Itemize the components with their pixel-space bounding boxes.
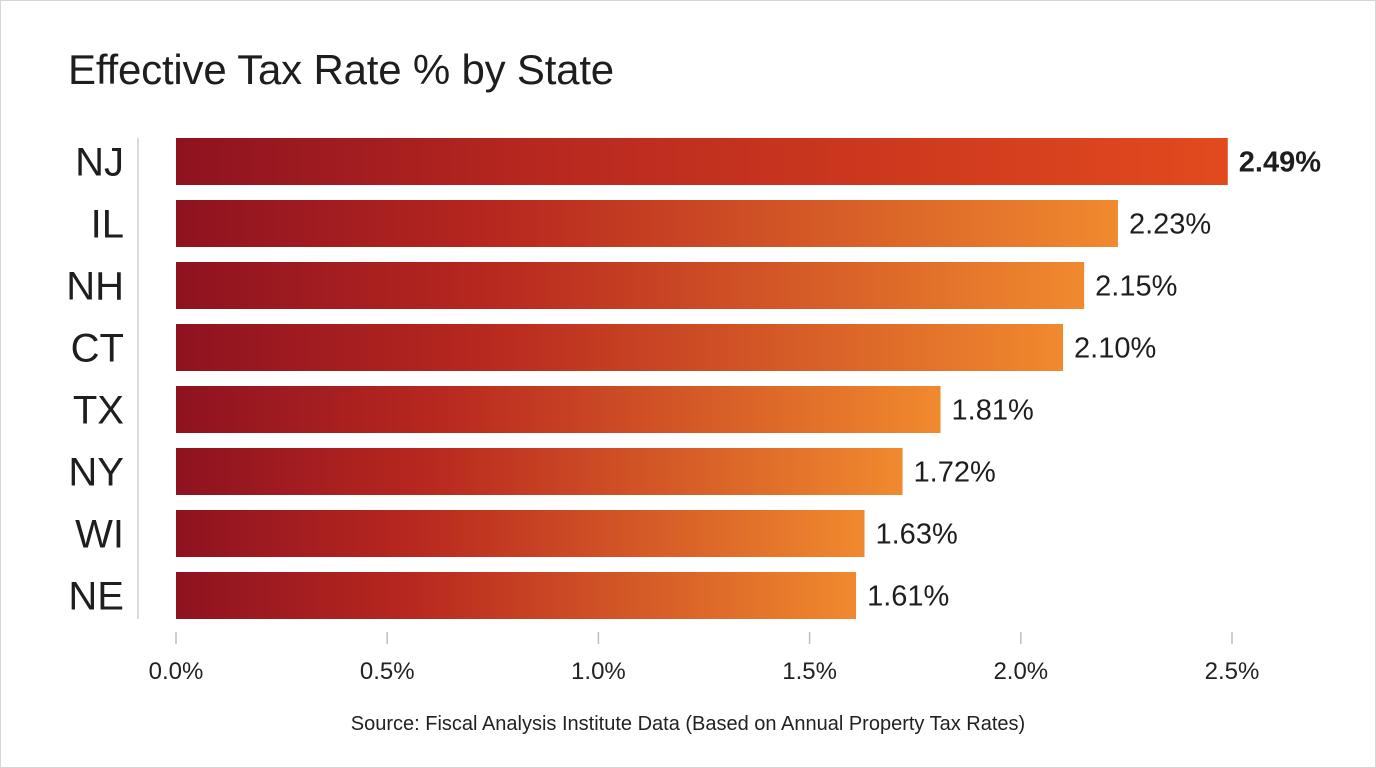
x-tick-label: 0.5% <box>360 658 415 685</box>
data-label: 2.49% <box>1239 147 1321 179</box>
bar-ct <box>176 324 1064 371</box>
x-tick-label: 1.5% <box>782 658 837 685</box>
bar-nj <box>176 138 1228 185</box>
bar-nh <box>176 262 1085 309</box>
category-label: NE <box>68 575 124 619</box>
x-tick-label: 2.5% <box>1205 658 1260 685</box>
x-tick-label: 2.0% <box>993 658 1048 685</box>
category-label: NJ <box>75 141 124 185</box>
data-label: 1.81% <box>952 395 1034 427</box>
x-axis: 0.0% 0.5% 1.0% 1.5% 2.0% 2.5% <box>137 138 1260 685</box>
data-label: 2.23% <box>1129 209 1211 241</box>
category-label: NH <box>66 265 124 309</box>
bars-layer: NJ 2.49% IL 2.23% NH 2.15% CT 2.10% TX 1.81% NY 1.7… <box>66 138 1321 619</box>
category-label: NY <box>68 451 124 495</box>
bar-ny <box>176 448 903 495</box>
chart-title: Effective Tax Rate % by State <box>68 46 614 93</box>
data-label: 2.15% <box>1095 271 1177 303</box>
category-label: CT <box>71 327 124 371</box>
bar-il <box>176 200 1118 247</box>
bar-wi <box>176 510 865 557</box>
bar-tx <box>176 386 941 433</box>
category-label: IL <box>91 203 124 247</box>
x-tick-label: 1.0% <box>571 658 626 685</box>
category-label: WI <box>75 513 124 557</box>
data-label: 1.72% <box>914 457 996 489</box>
data-label: 1.63% <box>876 519 958 551</box>
x-tick-label: 0.0% <box>149 658 204 685</box>
category-label: TX <box>73 389 124 433</box>
data-label: 1.61% <box>867 581 949 613</box>
data-label: 2.10% <box>1074 333 1156 365</box>
source-note: Source: Fiscal Analysis Institute Data (… <box>350 713 1026 735</box>
bar-ne <box>176 572 857 619</box>
